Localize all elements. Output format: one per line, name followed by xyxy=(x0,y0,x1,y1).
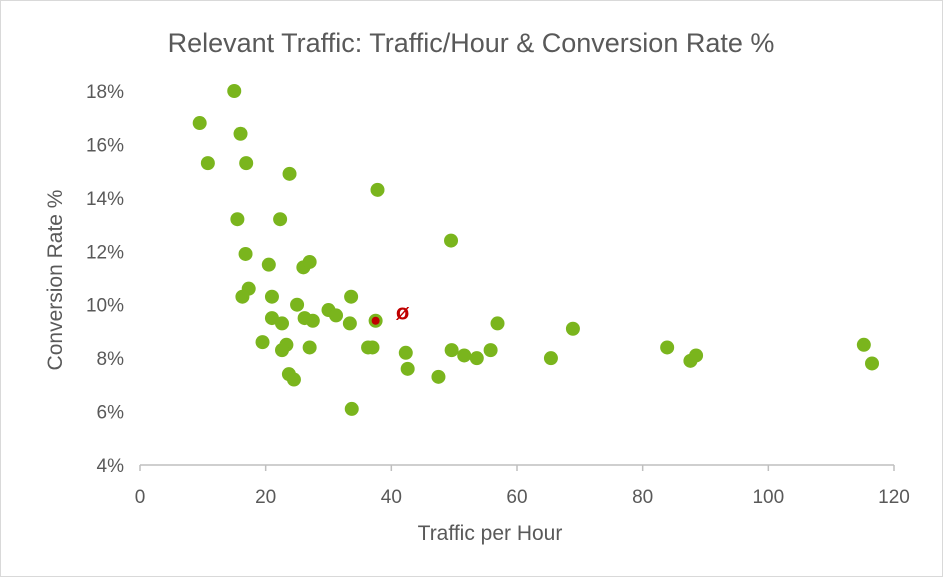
average-label: ø xyxy=(396,300,410,325)
data-point xyxy=(282,166,297,181)
y-tick-label: 6% xyxy=(97,403,125,424)
data-point xyxy=(192,116,207,131)
data-point xyxy=(264,289,279,304)
x-tick-label: 100 xyxy=(752,487,784,508)
data-point xyxy=(689,348,704,363)
data-point xyxy=(370,182,385,197)
data-point xyxy=(444,233,459,248)
average-point-core xyxy=(371,316,380,325)
average-marker-group: ø xyxy=(368,300,410,328)
data-point xyxy=(235,289,250,304)
data-point xyxy=(230,212,245,227)
data-point xyxy=(302,254,317,269)
chart-title: Relevant Traffic: Traffic/Hour & Convers… xyxy=(168,28,775,58)
y-axis-title: Conversion Rate % xyxy=(44,190,67,371)
data-point xyxy=(255,335,270,350)
y-tick-label: 18% xyxy=(86,82,124,103)
data-point xyxy=(444,343,459,358)
x-axis-title: Traffic per Hour xyxy=(418,522,563,545)
data-point xyxy=(286,372,301,387)
x-axis-ticks: 0 20 40 60 80 100 120 xyxy=(135,465,910,508)
data-point xyxy=(365,340,380,355)
data-point xyxy=(261,257,276,272)
data-point xyxy=(344,401,359,416)
data-point xyxy=(239,156,254,171)
x-tick-label: 80 xyxy=(632,487,653,508)
data-point xyxy=(431,369,446,384)
x-tick-label: 120 xyxy=(878,487,910,508)
data-point xyxy=(344,289,359,304)
data-point xyxy=(469,351,484,366)
y-tick-label: 8% xyxy=(97,349,125,370)
data-point xyxy=(400,361,415,376)
data-point xyxy=(856,337,871,352)
y-tick-label: 16% xyxy=(86,135,124,156)
data-point xyxy=(457,348,472,363)
data-point xyxy=(275,343,290,358)
x-tick-label: 40 xyxy=(381,487,402,508)
data-point xyxy=(565,321,580,336)
data-point xyxy=(290,297,305,312)
x-tick-label: 0 xyxy=(135,487,146,508)
y-tick-label: 14% xyxy=(86,189,124,210)
data-point xyxy=(490,316,505,331)
data-point xyxy=(398,345,413,360)
data-point xyxy=(275,316,290,331)
data-point xyxy=(302,340,317,355)
data-point xyxy=(342,316,357,331)
y-tick-label: 10% xyxy=(86,296,124,317)
x-tick-label: 60 xyxy=(506,487,527,508)
x-tick-label: 20 xyxy=(255,487,276,508)
y-tick-label: 4% xyxy=(97,456,125,477)
data-point xyxy=(233,126,248,141)
y-tick-label: 12% xyxy=(86,242,124,263)
data-point xyxy=(273,212,288,227)
data-point xyxy=(227,84,242,98)
data-point xyxy=(483,343,498,358)
y-axis-ticks: 4% 6% 8% 10% 12% 14% 16% 18% xyxy=(86,82,124,477)
data-point xyxy=(660,340,675,355)
data-point xyxy=(865,356,880,371)
data-point xyxy=(305,313,320,328)
data-point xyxy=(200,156,215,171)
data-point xyxy=(543,351,558,366)
data-point xyxy=(329,308,344,323)
scatter-points xyxy=(192,84,880,416)
data-point xyxy=(238,246,253,261)
